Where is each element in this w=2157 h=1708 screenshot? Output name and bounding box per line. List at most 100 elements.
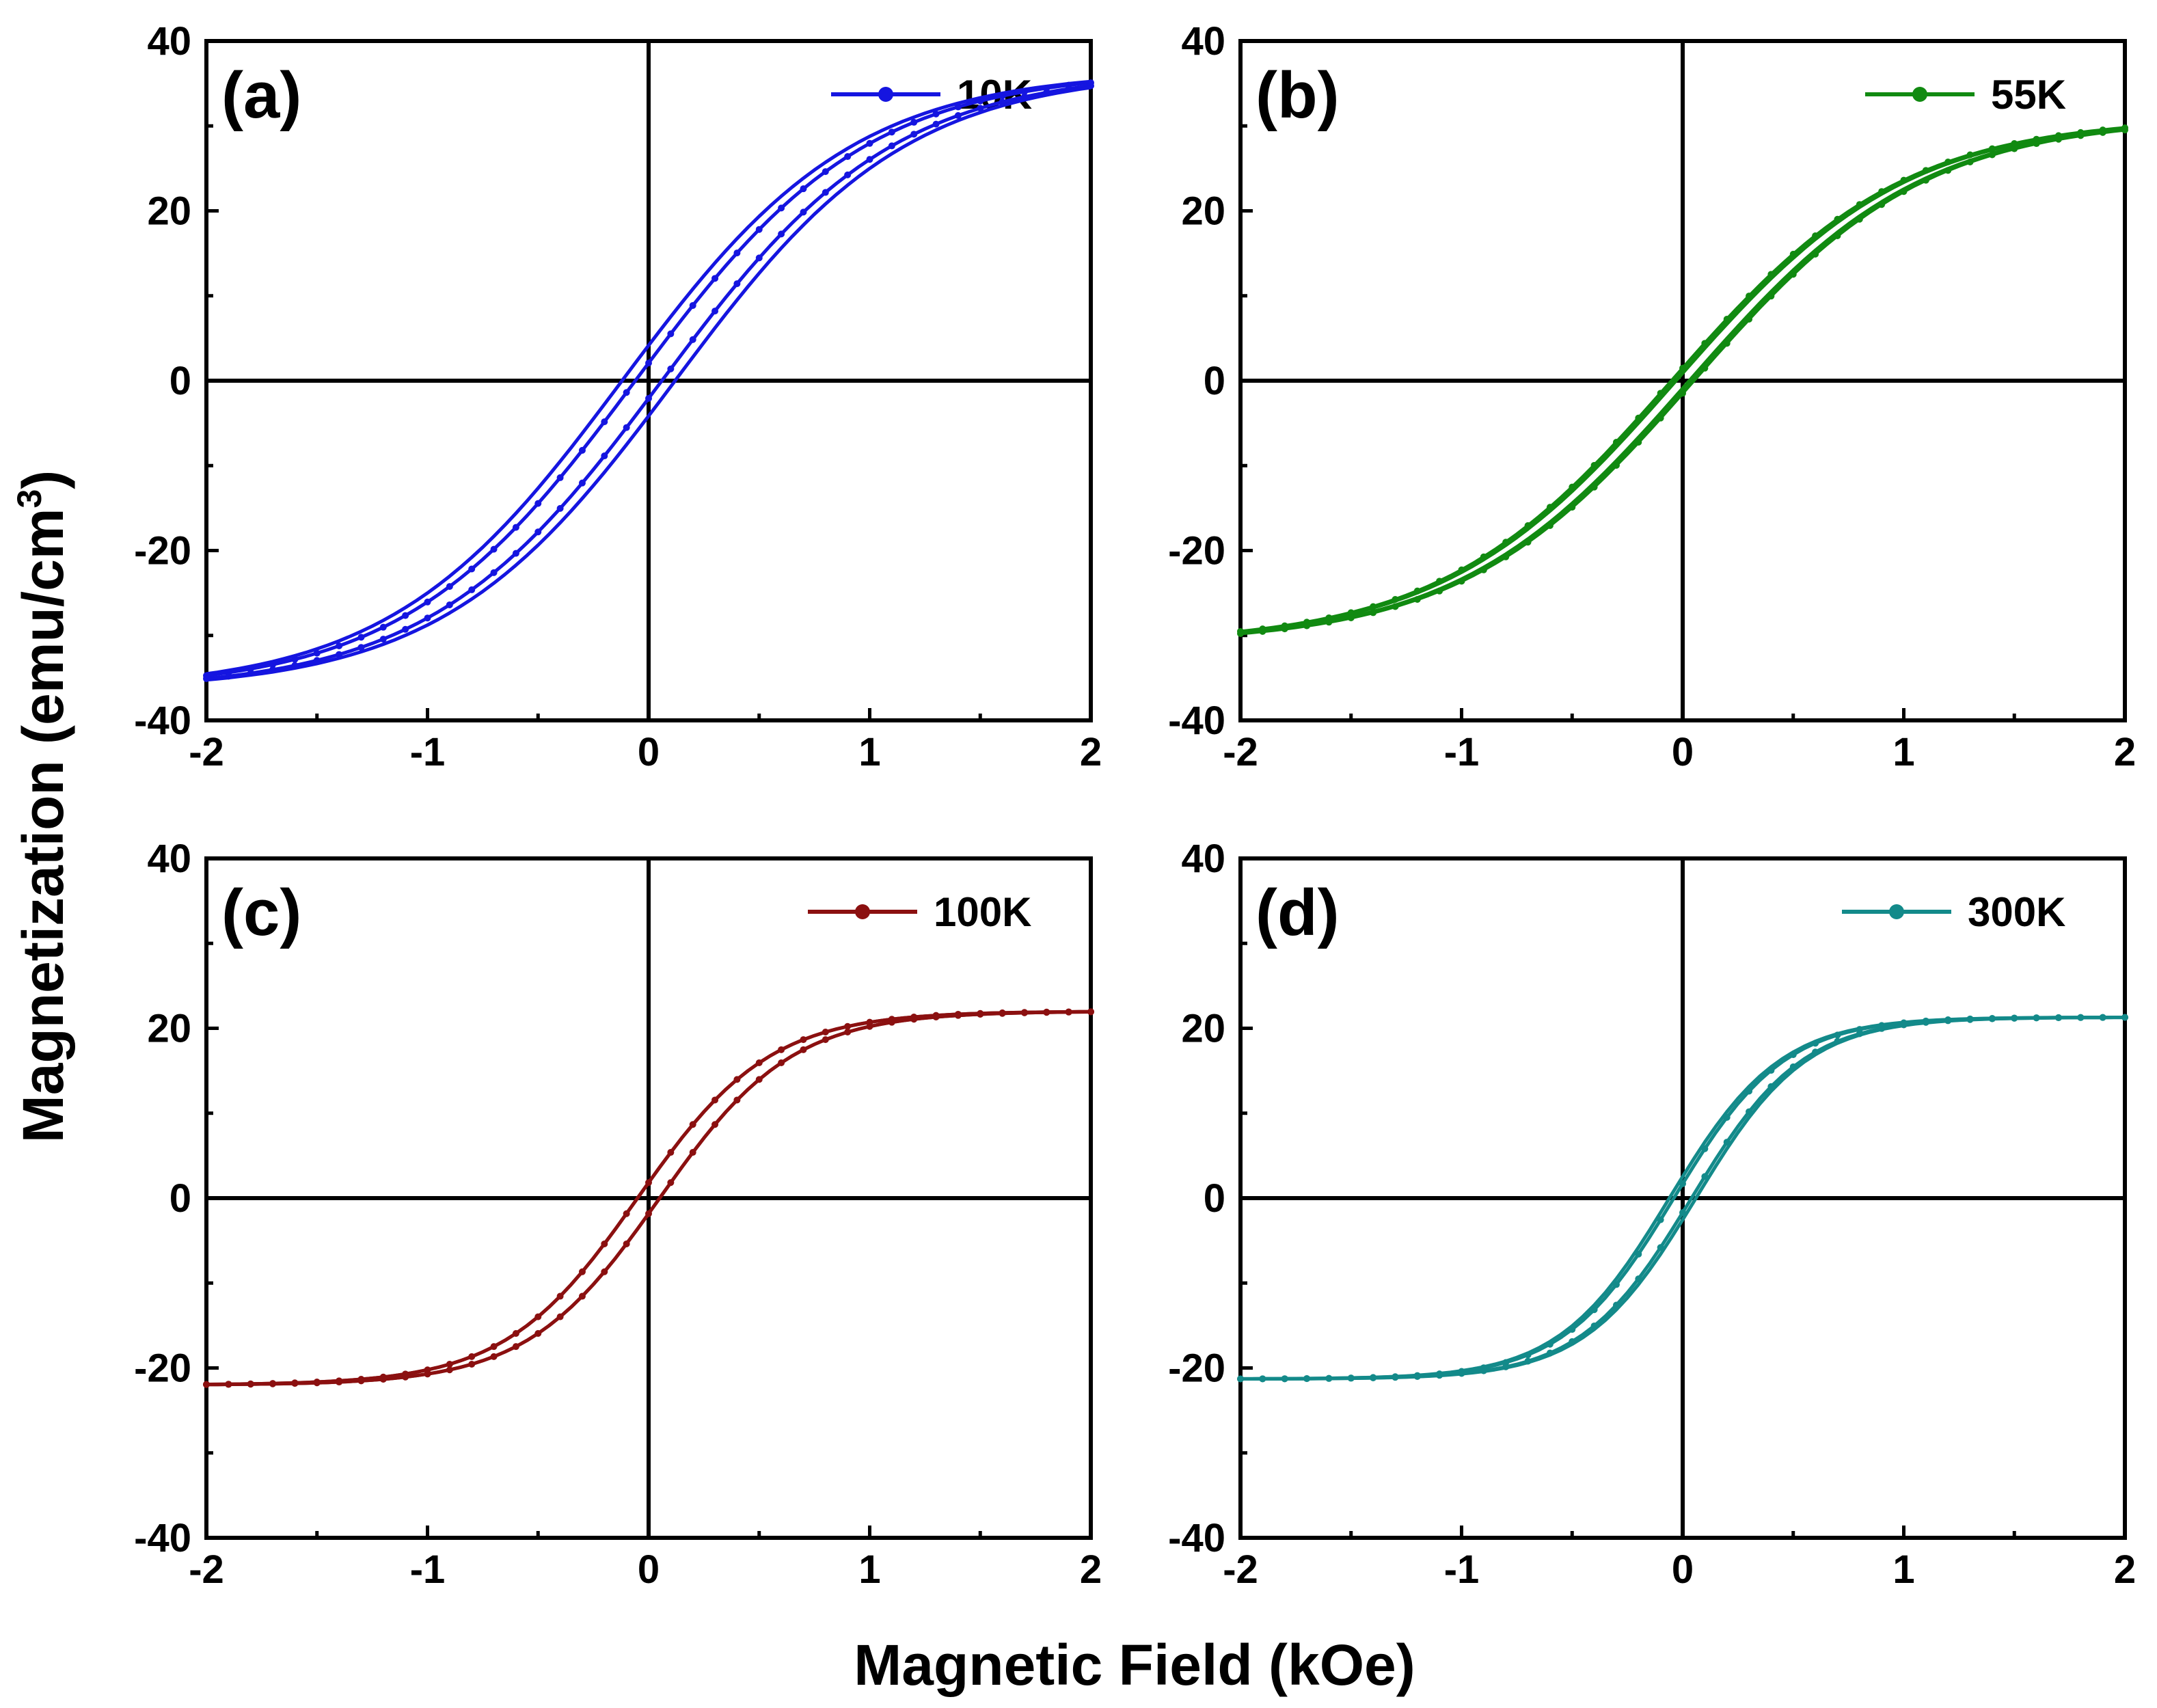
data-point [336, 642, 343, 649]
data-point [733, 280, 741, 288]
y-tick-label: 40 [1181, 837, 1225, 881]
data-point [402, 612, 409, 619]
y-tick-label: 40 [1181, 19, 1225, 64]
data-point [556, 474, 564, 481]
data-point [778, 230, 785, 238]
data-point [468, 565, 476, 573]
data-point [512, 524, 519, 531]
x-tick-label: -1 [410, 730, 446, 774]
data-point [733, 249, 741, 257]
data-point [601, 452, 608, 460]
data-point [379, 623, 387, 631]
data-point [977, 105, 984, 112]
data-point [490, 545, 498, 553]
data-point [711, 275, 719, 282]
legend-marker [878, 87, 893, 102]
inner-ascending-branch [206, 85, 1091, 682]
y-tick-label: 20 [1181, 189, 1225, 234]
y-tick-label: 0 [1204, 359, 1225, 403]
x-tick-label: 0 [638, 730, 660, 774]
x-tick-label: 2 [1080, 1547, 1102, 1592]
data-point [866, 139, 873, 147]
data-point [556, 504, 564, 512]
data-point [512, 550, 519, 557]
legend-label: 100K [934, 889, 1031, 935]
data-point [446, 583, 453, 591]
y-tick-label: 0 [169, 1176, 191, 1221]
data-point [645, 360, 652, 367]
x-tick-label: -2 [189, 1547, 224, 1592]
panel-b: -2 -1 0 1 2 40 20 0 -20 -40 (b) 55K [1168, 19, 2136, 774]
inner-descending-branch [206, 79, 1091, 676]
y-tick-label: -20 [1168, 1346, 1225, 1391]
x-tick-label: 0 [1672, 1547, 1694, 1592]
panel-label: (c) [221, 876, 301, 949]
data-point [755, 226, 763, 233]
data-point [822, 189, 829, 196]
data-point [313, 649, 321, 657]
data-point [778, 204, 785, 212]
data-point [932, 110, 940, 118]
data-point [623, 424, 630, 431]
data-point [578, 479, 586, 487]
panel-label: (a) [221, 59, 301, 132]
data-point [888, 142, 895, 150]
data-point [424, 614, 431, 622]
inner-ascending-branch [1240, 1016, 2125, 1381]
data-point [844, 153, 852, 161]
y-tick-label: 0 [169, 359, 191, 403]
legend-marker [1912, 87, 1927, 102]
data-point [357, 634, 365, 641]
panel-c: -2 -1 0 1 2 40 20 0 -20 -40 (c) 100K [134, 837, 1102, 1592]
x-tick-label: -1 [1444, 1547, 1480, 1592]
panel-label: (d) [1256, 876, 1340, 949]
data-point [424, 598, 431, 606]
data-point [534, 528, 542, 536]
y-tick-label: -20 [134, 529, 191, 573]
data-point [822, 168, 829, 176]
data-point [888, 128, 895, 136]
x-tick-label: -1 [410, 1547, 446, 1592]
data-point [800, 208, 807, 216]
data-point [402, 625, 409, 633]
data-point [800, 185, 807, 193]
data-point [468, 586, 476, 593]
inner-descending-branch [1240, 126, 2126, 634]
x-tick-label: -2 [1223, 730, 1258, 774]
data-point [844, 171, 852, 178]
y-tick-label: 20 [1181, 1007, 1225, 1051]
panel-d: -2 -1 0 1 2 40 20 0 -20 -40 (d) 300K [1168, 837, 2136, 1592]
x-tick-label: -2 [189, 730, 224, 774]
x-axis-title: Magnetic Field (kOe) [854, 1633, 1415, 1697]
data-point [379, 636, 387, 643]
legend-marker [855, 904, 870, 919]
x-tick-label: 0 [638, 1547, 660, 1592]
data-point [578, 446, 586, 454]
x-tick-label: -1 [1444, 730, 1480, 774]
data-point [866, 156, 873, 163]
x-tick-label: 1 [1893, 730, 1914, 774]
x-tick-label: 1 [1893, 1547, 1914, 1592]
data-point [910, 118, 918, 126]
y-tick-label: -40 [134, 1516, 191, 1560]
data-point [689, 336, 696, 343]
data-point [490, 569, 498, 576]
inner-ascending-branch [206, 1010, 1091, 1387]
data-point [932, 120, 940, 128]
data-point [711, 308, 719, 315]
legend-marker [1889, 904, 1904, 919]
y-tick-label: -20 [1168, 529, 1225, 573]
legend-label: 55K [1991, 72, 2066, 118]
x-tick-label: 2 [1080, 730, 1102, 774]
data-point [357, 644, 365, 651]
y-tick-label: 40 [147, 837, 191, 881]
data-point [689, 301, 696, 309]
y-tick-label: 20 [147, 189, 191, 234]
data-point [446, 601, 453, 608]
data-point [601, 418, 608, 426]
data-point [534, 500, 542, 507]
x-tick-label: 1 [858, 1547, 880, 1592]
y-tick-label: -40 [1168, 699, 1225, 743]
